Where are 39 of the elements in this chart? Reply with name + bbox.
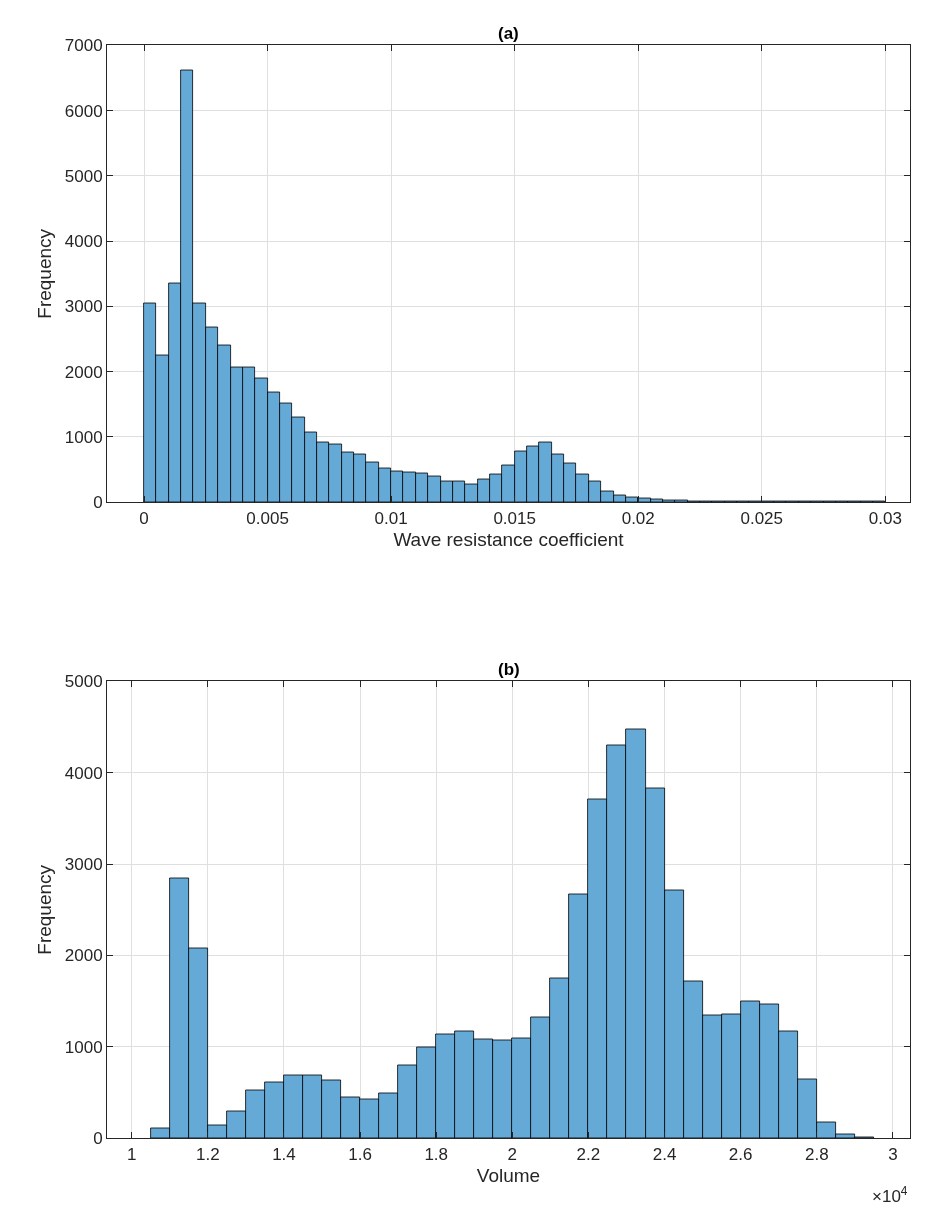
x-tick-label: 0.03 [868,508,902,528]
y-tick-label: 4000 [64,763,103,783]
x-tick-label: 0.01 [374,508,408,528]
x-tick-label: 1 [127,1144,137,1164]
y-tick-label: 7000 [64,36,103,56]
x-tick-label: 1.8 [424,1144,449,1164]
x-tick-label: 1.4 [272,1144,296,1164]
x-tick-label: 0.015 [493,508,536,528]
x-axis-title: Wave resistance coefficient [393,529,625,551]
x-tick-label: 2 [507,1144,518,1164]
y-tick-label: 5000 [64,672,103,692]
text: ×10$^{4}$ [872,1184,908,1207]
y-tick-label: 4000 [64,232,103,252]
x-tick-label: 0.005 [246,508,289,528]
y-tick-label: 3000 [64,297,103,317]
x-tick-label: 0.02 [621,508,655,528]
chart-title: (b) [498,660,520,679]
y-tick-label: 2000 [64,362,103,382]
x-axis-title: Volume [476,1165,541,1187]
y-tick-label: 1000 [64,427,103,447]
x-tick-label: 3 [888,1144,898,1164]
y-tick-label: 0 [93,1129,103,1149]
y-tick-label: 3000 [64,855,103,875]
x-tick-label: 1.2 [196,1144,220,1164]
x-tick-label: 0.025 [740,508,784,528]
x-tick-label: 0 [139,508,149,528]
y-axis-title: Frequency [33,864,55,955]
x-tick-label: 2.8 [804,1144,829,1164]
y-tick-label: 6000 [64,101,103,121]
y-tick-label: 0 [93,493,103,513]
y-tick-label: 1000 [64,1037,103,1057]
x-tick-label: 2.2 [576,1144,601,1164]
x-tick-label: 2.6 [728,1144,753,1164]
chart-title: (a) [498,24,519,43]
y-axis-title: Frequency [33,228,55,319]
y-tick-label: 5000 [64,166,103,186]
y-tick-label: 2000 [64,946,103,966]
x-tick-label: 2.4 [652,1144,677,1164]
x-tick-label: 1.6 [348,1144,372,1164]
